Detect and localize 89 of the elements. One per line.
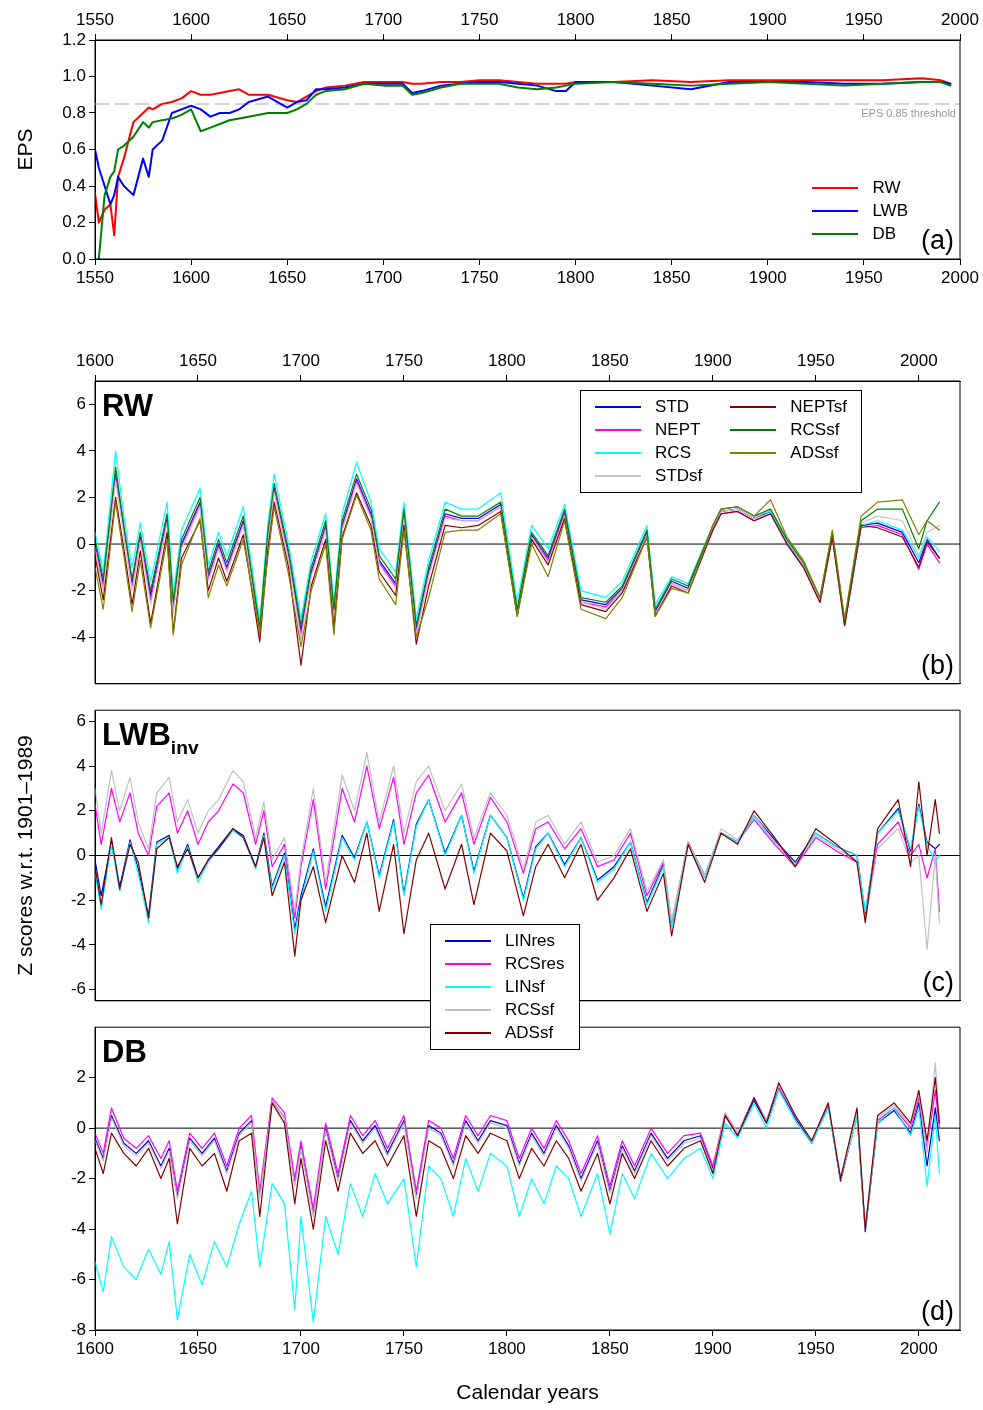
x-tick-label: 1850: [652, 267, 691, 287]
legend-label: LWB: [872, 200, 908, 222]
x2-tick-label: 1600: [76, 351, 114, 371]
x2-tick-label: 1600: [172, 10, 211, 30]
legend-label: DB: [872, 223, 897, 245]
y-tick-label: 0: [76, 1117, 86, 1137]
legend-label: NEPT: [655, 419, 701, 441]
y-tick-label: 4: [76, 755, 86, 775]
y-tick-label: -6: [70, 979, 86, 999]
y-tick-label: 6: [76, 393, 86, 413]
x2-tick-label: 2000: [941, 10, 979, 30]
annotation: (b): [921, 649, 954, 680]
legend-label: RW: [872, 177, 901, 199]
x-tick-label: 1600: [172, 267, 211, 287]
x-tick-label: 1550: [76, 267, 114, 287]
legend-label: STD: [655, 396, 690, 418]
x-tick-label: 1900: [693, 1338, 732, 1358]
legend-label: STDsf: [655, 465, 703, 487]
legend-label: RCSsf: [790, 419, 840, 441]
y-tick-label: 2: [76, 1067, 86, 1087]
x2-tick-label: 1950: [844, 10, 883, 30]
y-tick-label: 1.0: [62, 66, 86, 86]
legend-label: NEPTsf: [790, 396, 847, 418]
y-tick-label: 6: [76, 711, 86, 731]
x2-tick-label: 1800: [556, 10, 595, 30]
y-tick-label: 0.4: [62, 175, 86, 195]
x2-tick-label: 2000: [899, 351, 938, 371]
y-tick-label: 0.6: [62, 139, 86, 159]
x2-tick-label: 1750: [460, 10, 499, 30]
y-axis-title: EPS: [13, 128, 37, 171]
chart-title: DB: [102, 1034, 147, 1070]
annotation: (a): [921, 225, 954, 255]
x2-tick-label: 1650: [179, 351, 217, 371]
y-tick-label: -2: [70, 580, 86, 600]
y-tick-label: 0: [76, 533, 86, 553]
x-tick-label: 1750: [385, 1338, 423, 1358]
x-tick-label: 2000: [941, 267, 979, 287]
y-tick-label: 1.2: [62, 29, 86, 49]
y-tick-label: 2: [76, 487, 86, 507]
x2-tick-label: 1900: [748, 10, 787, 30]
y-tick-label: -4: [70, 626, 86, 646]
y-tick-label: -8: [70, 1319, 86, 1339]
y-tick-label: 0.0: [62, 248, 86, 268]
legend-label: ADSsf: [505, 1021, 554, 1044]
x-axis-title: Calendar years: [456, 1380, 599, 1404]
legend-label: RCS: [655, 442, 691, 464]
x-tick-label: 1700: [282, 1338, 320, 1358]
y-tick-label: -6: [70, 1269, 86, 1289]
y-tick-label: 0: [76, 845, 86, 865]
x-tick-label: 1700: [364, 267, 403, 287]
x-tick-label: 1650: [268, 267, 307, 287]
x-tick-label: 1800: [487, 1338, 526, 1358]
x2-tick-label: 1550: [76, 10, 114, 30]
x2-tick-label: 1750: [385, 351, 423, 371]
x2-tick-label: 1650: [268, 10, 307, 30]
ref-line-label: EPS 0.85 threshold: [861, 107, 956, 120]
x-tick-label: 1900: [748, 267, 787, 287]
x-tick-label: 2000: [899, 1338, 938, 1358]
x-tick-label: 1850: [590, 1338, 629, 1358]
y-tick-label: 0.2: [62, 212, 86, 232]
chart-title: RW: [102, 388, 154, 423]
x-tick-label: 1800: [556, 267, 595, 287]
x2-tick-label: 1700: [364, 10, 403, 30]
x2-tick-label: 1950: [796, 351, 835, 371]
x-tick-label: 1950: [844, 267, 883, 287]
x2-tick-label: 1900: [693, 351, 732, 371]
y-axis-title: Z scores w.r.t. 1901–1989: [13, 735, 37, 976]
annotation: (d): [921, 1296, 954, 1326]
x2-tick-label: 1850: [590, 351, 629, 371]
legend-label: RCSres: [505, 952, 565, 975]
y-tick-label: 4: [76, 440, 86, 460]
y-tick-label: 0.8: [62, 102, 86, 122]
annotation: (c): [922, 966, 954, 997]
x2-tick-label: 1700: [282, 351, 320, 371]
y-tick-label: 2: [76, 800, 86, 820]
x2-tick-label: 1850: [652, 10, 691, 30]
y-tick-label: -4: [70, 934, 86, 954]
y-tick-label: -2: [70, 1168, 86, 1188]
legend-label: LINres: [505, 929, 556, 952]
x-tick-label: 1650: [179, 1338, 217, 1358]
x-tick-label: 1600: [76, 1338, 114, 1358]
legend-label: LINsf: [505, 975, 545, 998]
legend-label: ADSsf: [790, 442, 839, 464]
x-tick-label: 1750: [460, 267, 499, 287]
y-tick-label: -2: [70, 889, 86, 909]
x2-tick-label: 1800: [487, 351, 526, 371]
y-tick-label: -4: [70, 1218, 86, 1238]
legend-label: RCSsf: [505, 998, 555, 1021]
x-tick-label: 1950: [796, 1338, 835, 1358]
